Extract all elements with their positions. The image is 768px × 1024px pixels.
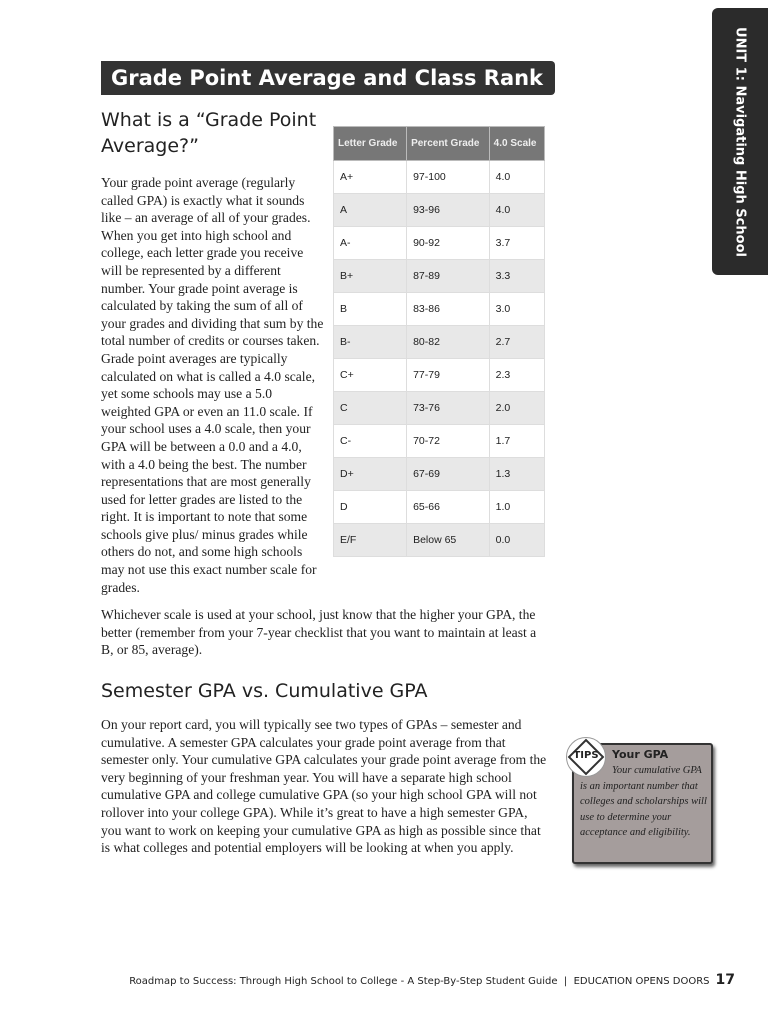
table-cell: C+ [332,358,408,392]
table-cell: 67-69 [406,457,490,491]
table-cell: 4.0 [488,193,546,227]
grade-scale-table: Letter Grade Percent Grade 4.0 Scale A+ 97-… [332,126,546,557]
table-cell: 1.7 [488,424,546,458]
table-cell: 70-72 [406,424,490,458]
table-cell: 4.0 [488,160,546,194]
table-cell: 93-96 [406,193,490,227]
gpa-paragraph: Your grade point average (regularly call… [101,175,324,595]
page-title: Grade Point Average and Class Rank [101,61,555,95]
table-cell: 77-79 [406,358,490,392]
table-row: C 73-76 2.0 [332,391,546,425]
table-row: E/F Below 65 0.0 [332,523,546,557]
table-row: B 83-86 3.0 [332,292,546,326]
table-cell: 73-76 [406,391,490,425]
column-header: Letter Grade [332,126,408,161]
table-cell: 3.3 [488,259,546,293]
table-cell: A+ [332,160,408,194]
tips-body: Your cumulative GPA is an important numb… [580,765,707,838]
table-cell: Below 65 [406,523,490,557]
table-cell: B- [332,325,408,359]
table-row: D+ 67-69 1.3 [332,457,546,491]
unit-label: UNIT 1: Navigating High School [732,26,748,257]
table-row: A+ 97-100 4.0 [332,160,546,194]
table-cell: 3.0 [488,292,546,326]
section-heading-gpa: What is a “Grade Point Average?” [101,109,317,157]
table-row: C- 70-72 1.7 [332,424,546,458]
table-cell: 2.3 [488,358,546,392]
table-cell: D+ [332,457,408,491]
table-cell: A [332,193,408,227]
table-row: B- 80-82 2.7 [332,325,546,359]
table-cell: 65-66 [406,490,490,524]
column-header: 4.0 Scale [488,126,546,161]
table-cell: 0.0 [488,523,546,557]
table-cell: A- [332,226,408,260]
table-cell: 90-92 [406,226,490,260]
table-cell: B [332,292,408,326]
table-cell: 80-82 [406,325,490,359]
table-cell: E/F [332,523,408,557]
table-row: A 93-96 4.0 [332,193,546,227]
table-cell: 83-86 [406,292,490,326]
section-heading-semester: Semester GPA vs. Cumulative GPA [101,680,428,702]
table-cell: B+ [332,259,408,293]
semester-paragraph: On your report card, you will typically … [101,717,547,856]
page-number: 17 [715,972,735,988]
table-cell: 2.0 [488,391,546,425]
table-cell: 3.7 [488,226,546,260]
table-header-row: Letter Grade Percent Grade 4.0 Scale [332,126,546,161]
table-cell: 1.3 [488,457,546,491]
page-footer: Roadmap to Success: Through High School … [0,972,735,988]
table-cell: C- [332,424,408,458]
scale-paragraph: Whichever scale is used at your school, … [101,607,537,658]
footer-text: Roadmap to Success: Through High School … [129,976,710,987]
table-cell: 97-100 [406,160,490,194]
table-row: A- 90-92 3.7 [332,226,546,260]
tips-badge-label: TIPS [573,750,599,761]
table-row: C+ 77-79 2.3 [332,358,546,392]
table-cell: 2.7 [488,325,546,359]
tips-box: TIPS Your GPA Your cumulative GPA is an … [566,737,713,864]
table-row: B+ 87-89 3.3 [332,259,546,293]
table-cell: C [332,391,408,425]
column-header: Percent Grade [406,126,490,161]
tips-badge-icon: TIPS [566,737,606,777]
table-cell: D [332,490,408,524]
table-cell: 1.0 [488,490,546,524]
table-cell: 87-89 [406,259,490,293]
table-row: D 65-66 1.0 [332,490,546,524]
tips-title: Your GPA [612,748,669,761]
unit-side-tab: UNIT 1: Navigating High School [712,8,768,275]
